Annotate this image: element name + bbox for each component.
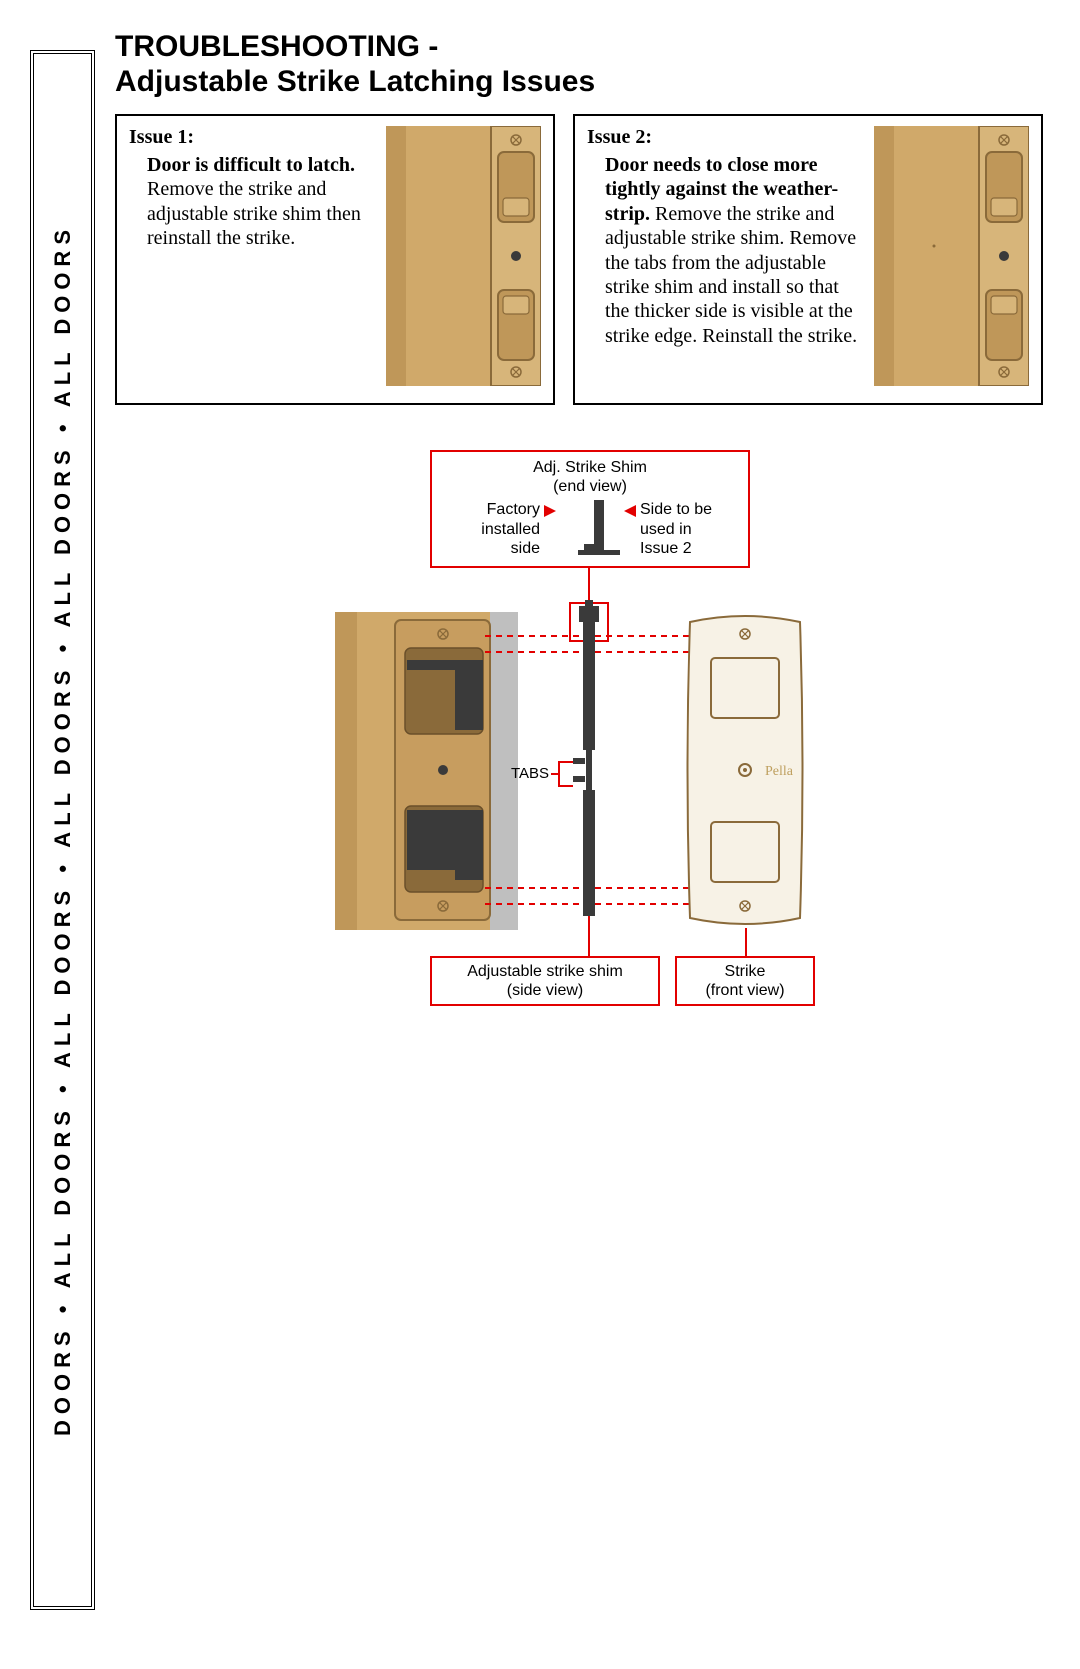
strike-plate-icon: [386, 126, 541, 386]
strike-plate-icon: [874, 126, 1029, 386]
issues-row: Issue 1: Door is difficult to latch. Rem…: [115, 114, 1050, 405]
side-ribbon: DOORS • ALL DOORS • ALL DOORS • ALL DOOR…: [30, 50, 95, 1610]
strike-front-view-box: Strike (front view): [675, 956, 815, 1006]
issue-2-text: Issue 2: Door needs to close more tightl…: [587, 126, 864, 391]
exploded-view-icon: Pella: [335, 600, 895, 940]
side-ribbon-text: DOORS • ALL DOORS • ALL DOORS • ALL DOOR…: [50, 224, 76, 1436]
issue-2-body: Door needs to close more tightly against…: [587, 153, 864, 348]
tabs-label: TABS: [511, 765, 549, 783]
page-title: TROUBLESHOOTING - Adjustable Strike Latc…: [115, 30, 1050, 99]
title-line-2: Adjustable Strike Latching Issues: [115, 65, 595, 98]
issue-2-illustration: [874, 126, 1029, 391]
issue-1-bold: Door is difficult to latch.: [147, 154, 355, 176]
shim-side-label-2: (side view): [432, 981, 658, 1000]
shim-end-view-sub: (end view): [440, 477, 740, 496]
bracket-icon: [549, 758, 577, 790]
connector-line: [745, 928, 747, 958]
shim-profile-icon: [574, 500, 624, 555]
connector-line: [588, 568, 590, 604]
content-area: TROUBLESHOOTING - Adjustable Strike Latc…: [115, 30, 1050, 1010]
shim-end-view-title: Adj. Strike Shim: [440, 458, 740, 477]
issue-1-rest: Remove the strike and adjustable strike …: [147, 178, 361, 249]
issue2-side-label: Side to be used in Issue 2: [640, 500, 740, 558]
svg-text:Pella: Pella: [765, 764, 794, 779]
factory-side-label: Factory installed side: [440, 500, 540, 558]
issue-1-box: Issue 1: Door is difficult to latch. Rem…: [115, 114, 555, 405]
strike-front-label-1: Strike: [677, 962, 813, 981]
issue-2-label: Issue 2:: [587, 126, 864, 149]
issue-1-text: Issue 1: Door is difficult to latch. Rem…: [129, 126, 376, 391]
arrow-right-icon: [542, 502, 560, 520]
shim-end-view-box: Adj. Strike Shim (end view) Factory inst…: [430, 450, 750, 568]
strike-front-label-2: (front view): [677, 981, 813, 1000]
shim-side-label-1: Adjustable strike shim: [432, 962, 658, 981]
tabs-label-group: TABS: [511, 758, 577, 790]
issue-1-body: Door is difficult to latch. Remove the s…: [129, 153, 376, 251]
page: DOORS • ALL DOORS • ALL DOORS • ALL DOOR…: [30, 30, 1050, 1639]
connector-line: [588, 916, 590, 958]
issue-1-label: Issue 1:: [129, 126, 376, 149]
shim-side-view-box: Adjustable strike shim (side view): [430, 956, 660, 1006]
title-line-1: TROUBLESHOOTING -: [115, 30, 438, 63]
issue-2-box: Issue 2: Door needs to close more tightl…: [573, 114, 1043, 405]
issue-1-illustration: [386, 126, 541, 391]
exploded-diagram: Adj. Strike Shim (end view) Factory inst…: [255, 450, 955, 1010]
arrow-left-icon: [624, 502, 638, 520]
